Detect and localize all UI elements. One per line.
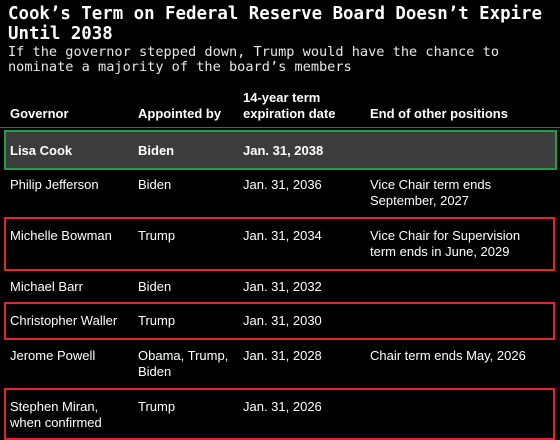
cell-appointed-by: Biden (138, 143, 175, 158)
red-outline-box (4, 302, 555, 340)
cell-other-positions: Vice Chair term ends September, 2027 (370, 177, 492, 208)
cell-appointed-by: Trump (138, 399, 176, 414)
cell-other-positions: Chair term ends May, 2026 (370, 348, 526, 363)
cell-governor: Michelle Bowman (10, 228, 112, 243)
highlight-row-background (4, 131, 556, 169)
cell-expiration: Jan. 31, 2030 (243, 313, 322, 328)
cell-expiration: Jan. 31, 2028 (243, 348, 322, 363)
red-outline-box (4, 388, 555, 440)
cell-other-positions: Vice Chair for Supervision term ends in … (370, 228, 521, 259)
column-header-expiration: 14-year term expiration date (243, 90, 336, 121)
cell-governor: Stephen Miran, when confirmed (10, 399, 102, 430)
cell-governor: Michael Barr (10, 279, 83, 294)
cell-appointed-by: Obama, Trump, Biden (138, 348, 229, 379)
cell-appointed-by: Trump (138, 228, 176, 243)
page-subtitle: If the governor stepped down, Trump woul… (8, 44, 500, 75)
cell-governor: Jerome Powell (10, 348, 96, 363)
red-outline-box (4, 217, 555, 271)
cell-governor: Philip Jefferson (10, 177, 99, 192)
cell-expiration: Jan. 31, 2032 (243, 279, 322, 294)
page-title: Cook’s Term on Federal Reserve Board Doe… (8, 4, 542, 44)
cell-expiration: Jan. 31, 2036 (243, 177, 322, 192)
column-header-appointed-by: Appointed by (138, 106, 222, 121)
column-header-other-positions: End of other positions (370, 106, 508, 121)
header-divider (0, 127, 560, 128)
cell-expiration: Jan. 31, 2038 (243, 143, 324, 158)
cell-expiration: Jan. 31, 2026 (243, 399, 322, 414)
cell-appointed-by: Biden (138, 279, 172, 294)
green-outline-box (4, 130, 557, 170)
cell-governor: Lisa Cook (10, 143, 73, 158)
cell-governor: Christopher Waller (10, 313, 118, 328)
column-header-governor: Governor (10, 106, 69, 121)
cell-appointed-by: Biden (138, 177, 172, 192)
cell-expiration: Jan. 31, 2034 (243, 228, 322, 243)
cell-appointed-by: Trump (138, 313, 176, 328)
